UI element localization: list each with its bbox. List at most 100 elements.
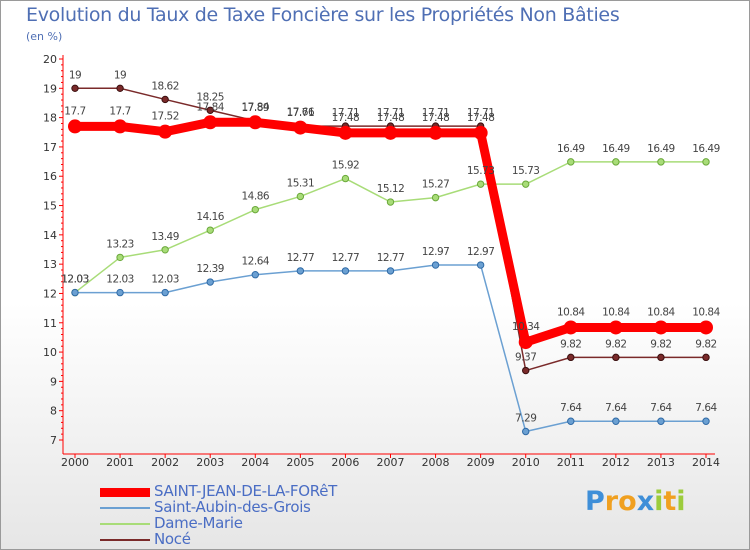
y-tick-label: 18	[43, 112, 57, 125]
data-label: 12.77	[332, 252, 360, 264]
data-point	[161, 95, 169, 104]
data-point	[251, 205, 259, 214]
legend-swatch	[100, 539, 150, 541]
data-point	[653, 320, 668, 335]
y-tick-label: 7	[50, 434, 57, 447]
legend-label: Saint-Aubin-des-Grois	[154, 498, 311, 516]
data-label: 17.89	[242, 102, 270, 114]
data-point	[657, 353, 665, 362]
data-label: 17.84	[196, 101, 224, 113]
data-point	[699, 320, 713, 335]
y-tick-label: 9	[50, 375, 57, 388]
data-label: 17.48	[332, 112, 360, 124]
data-point	[476, 261, 485, 269]
x-tick-label: 2010	[512, 456, 540, 469]
y-tick-label: 11	[43, 317, 57, 330]
x-tick-label: 2006	[331, 456, 359, 469]
data-label: 10.84	[647, 306, 675, 318]
chart-title: Evolution du Taux de Taxe Foncière sur l…	[26, 4, 620, 26]
data-point	[563, 320, 578, 335]
x-tick-label: 2008	[422, 456, 450, 469]
data-label: 17.52	[151, 111, 179, 123]
y-tick-label: 17	[43, 141, 57, 154]
data-label: 17.66	[287, 107, 315, 119]
data-point	[473, 125, 488, 140]
data-point	[68, 119, 82, 134]
data-point	[206, 278, 214, 286]
data-label: 9.37	[515, 352, 536, 364]
data-point	[116, 288, 124, 297]
data-label: 7.64	[695, 402, 717, 414]
data-label: 12.97	[422, 246, 450, 258]
data-label: 12.03	[151, 274, 179, 286]
data-point	[71, 288, 79, 297]
logo-letter: r	[604, 486, 619, 517]
data-label: 16.49	[692, 143, 720, 155]
data-label: 16.49	[647, 143, 675, 155]
data-label: 15.73	[512, 165, 540, 177]
data-point	[476, 180, 485, 188]
data-point	[293, 120, 308, 135]
data-label: 17.7	[109, 105, 130, 117]
x-tick-label: 2001	[106, 456, 134, 469]
data-point	[386, 198, 395, 206]
data-point	[248, 115, 263, 130]
logo-letter: P	[585, 486, 605, 517]
data-point	[612, 158, 620, 166]
data-label: 15.73	[467, 165, 495, 177]
data-label: 17.71	[377, 107, 405, 119]
legend-swatch	[100, 523, 150, 525]
data-point	[657, 158, 665, 166]
legend-label: Nocé	[154, 530, 191, 548]
axes: 7 8 9 10 11 12 13 14 15 16 17 18 19 20 2000 2001 2002 200…	[43, 53, 720, 469]
data-label: 7.64	[650, 402, 672, 414]
data-point	[522, 180, 530, 188]
x-tick-label: 2011	[557, 456, 585, 469]
data-point	[608, 320, 623, 335]
data-point	[386, 267, 395, 275]
data-label: 10.34	[512, 321, 540, 333]
data-label: 12.03	[61, 274, 89, 286]
data-label: 9.82	[560, 338, 581, 350]
data-label: 19	[114, 69, 126, 81]
data-point	[612, 417, 620, 425]
data-label: 17.71	[332, 107, 360, 119]
proxiti-logo: Proxiti	[585, 486, 686, 517]
y-tick-label: 15	[43, 200, 57, 213]
x-tick-label: 2005	[286, 456, 314, 469]
data-label: 12.64	[242, 256, 270, 268]
x-tick-label: 2012	[602, 456, 630, 469]
logo-letter: o	[618, 486, 637, 517]
data-label: 18.62	[151, 80, 179, 92]
data-label: 9.82	[695, 338, 716, 350]
data-point	[158, 124, 173, 139]
data-label: 12.39	[196, 263, 224, 275]
data-point	[431, 261, 440, 269]
data-label: 17.48	[467, 112, 495, 124]
legend-label: SAINT-JEAN-DE-LA-FORêT	[154, 482, 337, 500]
data-point	[431, 193, 440, 202]
data-label: 10.84	[602, 306, 630, 318]
y-tick-label: 14	[43, 229, 57, 242]
data-label: 17.71	[422, 107, 450, 119]
data-label: 17.48	[377, 112, 405, 124]
data-label: 12.77	[287, 252, 315, 264]
data-label: 12.97	[467, 246, 495, 258]
data-label: 17.71	[287, 107, 315, 119]
x-tick-label: 2000	[61, 456, 89, 469]
data-label: 14.16	[196, 211, 224, 223]
data-point	[71, 84, 79, 93]
x-tick-label: 2002	[151, 456, 179, 469]
logo-letter: i	[676, 486, 686, 517]
y-tick-label: 13	[43, 258, 57, 271]
data-point	[206, 226, 214, 234]
data-point	[522, 366, 530, 375]
data-label: 13.49	[151, 231, 179, 243]
data-label: 17.48	[422, 112, 450, 124]
logo-letter: t	[663, 486, 677, 517]
data-label: 7.29	[515, 413, 536, 425]
data-label: 17.71	[467, 107, 495, 119]
data-point	[116, 253, 124, 262]
